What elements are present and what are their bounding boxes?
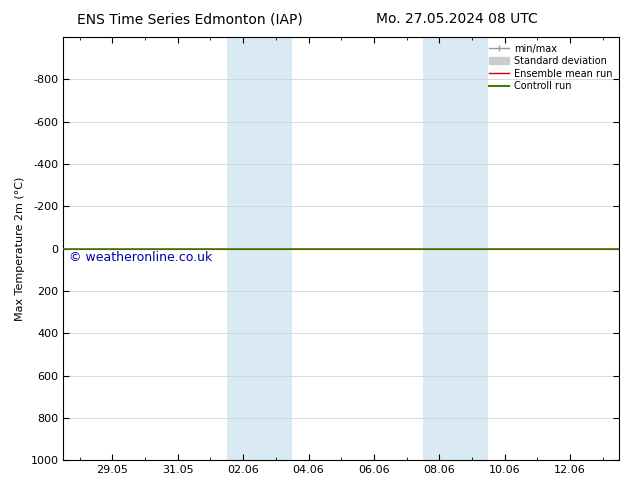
- Bar: [227, 37, 292, 460]
- Text: © weatheronline.co.uk: © weatheronline.co.uk: [69, 251, 212, 264]
- Text: Mo. 27.05.2024 08 UTC: Mo. 27.05.2024 08 UTC: [375, 12, 538, 26]
- Y-axis label: Max Temperature 2m (°C): Max Temperature 2m (°C): [15, 176, 25, 321]
- Bar: [423, 37, 488, 460]
- Text: ENS Time Series Edmonton (IAP): ENS Time Series Edmonton (IAP): [77, 12, 303, 26]
- Legend: min/max, Standard deviation, Ensemble mean run, Controll run: min/max, Standard deviation, Ensemble me…: [488, 42, 614, 93]
